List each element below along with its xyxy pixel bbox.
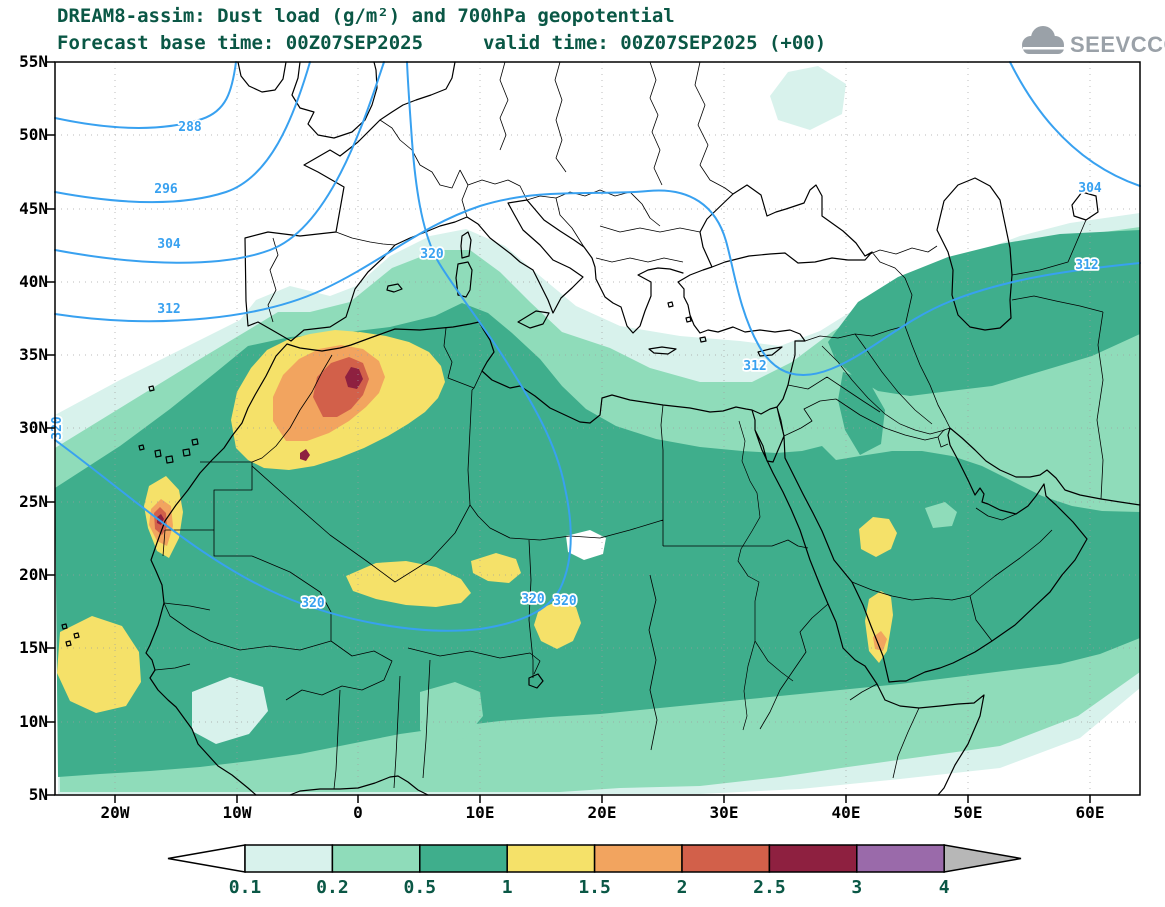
- country-borders: [154, 61, 1104, 790]
- lon-label: 10W: [223, 803, 252, 822]
- lon-axis: 20W 10W 0 10E 20E 30E 40E 50E 60E: [101, 803, 1105, 822]
- colorbar-label: 0.5: [404, 877, 437, 898]
- contour-label: 312: [1075, 258, 1098, 273]
- contour-label: 304: [157, 237, 181, 252]
- lat-label: 45N: [19, 199, 48, 218]
- colorbar-labels: 0.1 0.2 0.5 1 1.5 2 2.5 3 4: [229, 877, 950, 898]
- cloud-stripe: [1023, 47, 1064, 50]
- contour-304-ne: [1009, 61, 1141, 187]
- colorbar-segment: [244, 844, 334, 873]
- lon-label: 30E: [710, 803, 739, 822]
- logo-text: SEEVCCC: [1070, 32, 1165, 57]
- contour-label: 304: [1078, 181, 1102, 196]
- contour-label: 320: [521, 592, 545, 607]
- colorbar-segment: [506, 844, 596, 873]
- contour-312: [54, 189, 1141, 376]
- rivers: [737, 333, 946, 731]
- lat-label: 30N: [19, 418, 48, 437]
- colorbar-label: 1: [502, 877, 513, 898]
- contour-304: [54, 61, 385, 264]
- seevccc-logo: SEEVCCC: [1022, 26, 1165, 57]
- colorbar-label: 0.2: [316, 877, 349, 898]
- contour-labels: 288 296 304 312 320 320 320 320 320 312 …: [48, 118, 1103, 613]
- contour-label: 320: [420, 247, 444, 262]
- colorbar-label: 3: [851, 877, 862, 898]
- lat-axis: 55N 50N 45N 40N 35N 30N 25N 20N 15N 10N …: [19, 52, 48, 804]
- lat-label: 5N: [29, 785, 48, 804]
- axis-ticks: [47, 61, 1091, 803]
- dust-region-1.5: [149, 345, 887, 651]
- lat-label: 15N: [19, 638, 48, 657]
- contour-label: 312: [743, 359, 766, 374]
- coastlines: [61, 61, 1141, 796]
- map-plot-area: 288 296 304 312 320 320 320 320 320 312 …: [19, 52, 1141, 822]
- dust-region-2: [154, 357, 369, 535]
- contour-label: 312: [157, 302, 180, 317]
- colorbar-segment: [681, 844, 771, 873]
- dust-gap-light: [192, 677, 268, 744]
- colorbar: [167, 844, 1022, 873]
- dust-gap-pale: [420, 502, 957, 744]
- colorbar-label: 1.5: [578, 877, 611, 898]
- lon-label: 40E: [832, 803, 861, 822]
- lon-label: 60E: [1076, 803, 1105, 822]
- colorbar-label: 4: [939, 877, 950, 898]
- colorbar-label: 2: [677, 877, 688, 898]
- colorbar-arrow-right: [943, 844, 1022, 873]
- contour-296: [54, 61, 311, 204]
- lat-label: 50N: [19, 125, 48, 144]
- page-title: DREAM8-assim: Dust load (g/m²) and 700hP…: [57, 5, 675, 27]
- lat-label: 55N: [19, 52, 48, 71]
- contour-label: 296: [154, 182, 178, 197]
- contour-label: 320: [553, 594, 577, 609]
- contour-label: 288: [178, 120, 202, 135]
- lon-label: 20E: [588, 803, 617, 822]
- colorbar-segment: [768, 844, 858, 873]
- colorbar-segment: [593, 844, 683, 873]
- geopotential-contours: [54, 61, 1141, 632]
- dust-region-1: [57, 330, 897, 713]
- colorbar-segment: [331, 844, 421, 873]
- lon-label: 20W: [101, 803, 130, 822]
- contour-288: [54, 61, 237, 129]
- lat-label: 40N: [19, 272, 48, 291]
- lon-label: 0: [353, 803, 363, 822]
- colorbar-segment: [419, 844, 508, 873]
- valid-time-label: valid time: 00Z07SEP2025 (+00): [483, 32, 826, 54]
- colorbar-label: 0.1: [229, 877, 262, 898]
- lon-label: 10E: [466, 803, 495, 822]
- lat-label: 20N: [19, 565, 48, 584]
- contour-label: 320: [301, 596, 325, 611]
- contour-label: 320: [50, 416, 65, 440]
- lat-label: 35N: [19, 345, 48, 364]
- graticule: [55, 62, 1140, 795]
- colorbar-segment: [856, 844, 945, 873]
- forecast-base-time-label: Forecast base time: 00Z07SEP2025: [57, 32, 423, 54]
- lon-label: 50E: [954, 803, 983, 822]
- contour-320: [54, 61, 572, 632]
- colorbar-label: 2.5: [753, 877, 786, 898]
- lat-label: 10N: [19, 712, 48, 731]
- lat-label: 25N: [19, 492, 48, 511]
